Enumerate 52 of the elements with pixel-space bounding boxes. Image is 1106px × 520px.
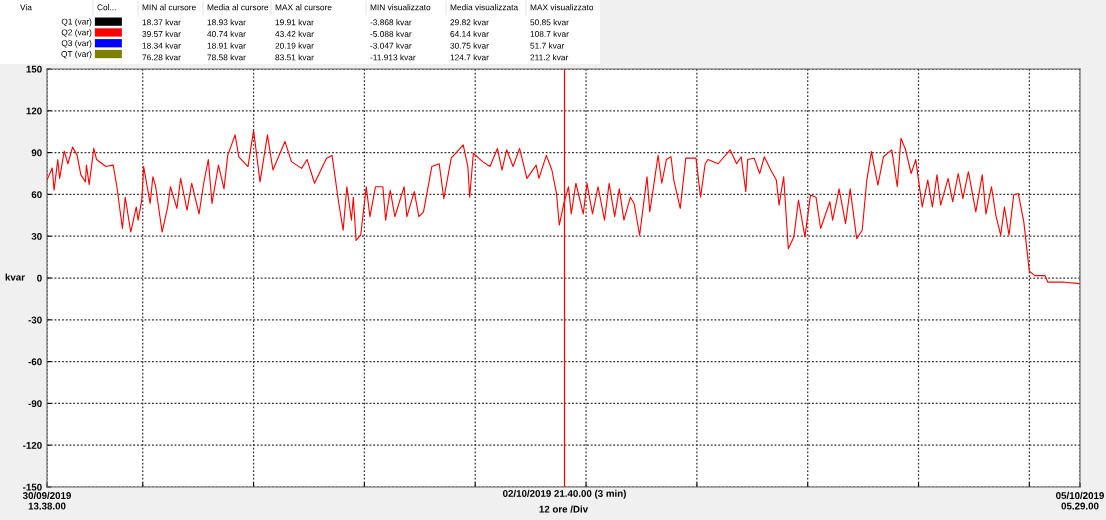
y-tick-label: -30 — [28, 316, 42, 324]
text: 19.91 kvar — [275, 19, 314, 26]
text: MAX al cursore — [275, 4, 332, 11]
x-tick-label: 05/10/2019 05.29.00 — [1056, 491, 1104, 510]
y-tick-label: -120 — [23, 441, 42, 449]
y-tick-label: -60 — [28, 358, 42, 366]
text: 18.91 kvar — [207, 42, 246, 49]
text: 29.82 kvar — [450, 19, 489, 26]
text: 50.85 kvar — [530, 19, 569, 26]
y-tick-label: -90 — [28, 400, 42, 408]
text: MIN visualizzato — [370, 4, 431, 11]
text: -5.088 kvar — [370, 30, 412, 37]
text: MIN al cursore — [142, 4, 196, 11]
text: 76.28 kvar — [142, 54, 181, 61]
text: Media visualizzata — [450, 4, 519, 11]
text: 18.93 kvar — [207, 19, 246, 26]
text: 51.7 kvar — [530, 42, 565, 49]
x-tick-label: 30/09/2019 13.38.00 — [22, 491, 71, 510]
legend-label: Q1 (var) — [61, 18, 92, 27]
text: 30.75 kvar — [450, 42, 489, 49]
y-tick-label: 60 — [31, 191, 42, 199]
text: 43.42 kvar — [275, 30, 314, 37]
text: Via — [20, 4, 32, 11]
y-axis-title: kvar — [5, 273, 25, 281]
y-tick-label: 150 — [26, 65, 42, 73]
text: 18.34 kvar — [142, 42, 181, 49]
y-tick-label: 120 — [26, 107, 42, 115]
text: -3.047 kvar — [370, 42, 412, 49]
text: 64.14 kvar — [450, 30, 489, 37]
text: 20.19 kvar — [275, 42, 314, 49]
y-tick-label: 90 — [31, 149, 42, 157]
text: 108.7 kvar — [530, 30, 569, 37]
text: 211.2 kvar — [530, 54, 569, 61]
text: 40.74 kvar — [207, 30, 246, 37]
y-tick-label: 0 — [37, 274, 42, 282]
text: 39.57 kvar — [142, 30, 181, 37]
text: Media al cursore — [207, 4, 269, 11]
text: 124.7 kvar — [450, 54, 489, 61]
text: 18.37 kvar — [142, 19, 181, 26]
legend-label: Q3 (var) — [61, 40, 92, 48]
text: -3.868 kvar — [370, 19, 412, 26]
y-tick-label: 30 — [31, 232, 42, 240]
x-axis-title: 12 ore /Div — [539, 505, 589, 513]
text: MAX visualizzato — [530, 4, 594, 11]
legend-label: Q2 (var) — [61, 29, 92, 37]
legend-label: QT (var) — [61, 50, 92, 59]
text: -11.913 kvar — [370, 54, 416, 61]
y-tick-label: -150 — [23, 483, 42, 491]
ref-line-label: 02/10/2019 21.40.00 (3 min) — [503, 489, 626, 499]
text: 78.58 kvar — [207, 54, 246, 61]
text: Col... — [97, 4, 116, 11]
text: 83.51 kvar — [275, 54, 314, 61]
